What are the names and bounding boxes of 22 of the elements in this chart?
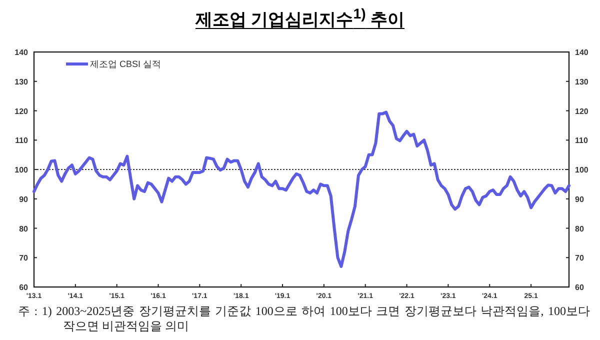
annotation: 주 : 1) 2003~2025년중 장기평균치를 기준값 100으로 하여 100보다 크면 장기평균보다 낙관적임을, 100보다 작으면 비관적임을 의미 xyxy=(18,304,590,334)
y-tick-label: 70 xyxy=(19,254,29,263)
y-tick-label: 130 xyxy=(14,77,29,86)
y2-tick-label: 100 xyxy=(575,166,589,174)
y2-tick-label: 70 xyxy=(575,254,584,263)
y-tick-label: 90 xyxy=(19,194,29,204)
y-tick-label: 120 xyxy=(14,106,29,116)
y-tick-label: 140 xyxy=(14,48,29,57)
y2-tick-label: 90 xyxy=(575,194,584,204)
legend-label: 제조업 CBSI 실적 xyxy=(90,59,162,69)
y2-tick-label: 140 xyxy=(575,48,589,57)
y2-tick-label: 80 xyxy=(575,224,584,234)
y2-tick-label: 110 xyxy=(575,136,588,146)
y-tick-label: 60 xyxy=(19,283,29,292)
y-tick-label: 110 xyxy=(15,136,29,146)
y2-tick-label: 60 xyxy=(575,283,584,292)
title: 제조업 기업심리지수$^{1)}$ 추이 xyxy=(194,6,406,31)
y2-tick-label: 130 xyxy=(575,77,589,86)
line-series xyxy=(32,110,570,268)
y-tick-label: 100 xyxy=(14,166,29,174)
y-tick-label: 80 xyxy=(19,224,29,234)
y2-tick-label: 120 xyxy=(575,106,589,116)
